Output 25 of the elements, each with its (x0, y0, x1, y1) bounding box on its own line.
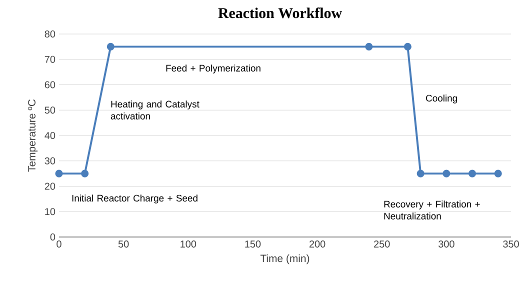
x-tick-label: 300 (438, 240, 454, 248)
annotation: Recovery + Filtration + Neutralization (384, 200, 480, 220)
annotation: Heating and Catalyst activation (110, 100, 200, 120)
chart-title: Reaction Workflow (218, 8, 342, 18)
y-tick-label: 80 (44, 30, 56, 38)
y-tick-label: 10 (45, 208, 56, 216)
y-tick-label: 0 (50, 233, 56, 241)
x-tick-label: 350 (503, 240, 519, 248)
x-axis-title: Time (min) (260, 254, 310, 264)
annotation: Initial Reactor Charge + Seed (72, 194, 198, 204)
x-tick-label: 150 (245, 240, 261, 248)
y-tick-label: 70 (44, 56, 56, 63)
annotation: Cooling (426, 94, 458, 104)
x-tick-label: 0 (56, 240, 62, 248)
x-tick-label: 200 (309, 240, 326, 248)
y-tick-label: 50 (44, 106, 56, 114)
y-axis-title: Temperature ºC (28, 99, 38, 172)
y-tick-label: 40 (44, 132, 56, 140)
x-tick-label: 100 (180, 240, 196, 248)
x-tick-label: 50 (118, 240, 129, 248)
x-tick-label: 250 (374, 240, 390, 248)
y-tick-label: 60 (44, 81, 56, 88)
y-tick-label: 20 (44, 182, 56, 190)
y-tick-label: 30 (44, 157, 56, 164)
annotation: Feed + Polymerization (166, 64, 260, 74)
